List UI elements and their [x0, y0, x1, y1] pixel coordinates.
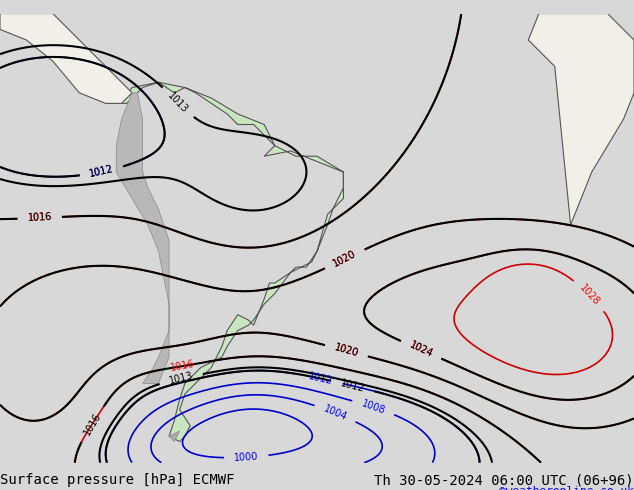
Text: 1024: 1024: [408, 340, 434, 360]
Text: 1016: 1016: [170, 359, 196, 373]
Text: 1013: 1013: [168, 371, 194, 387]
Text: 1012: 1012: [308, 371, 334, 386]
Polygon shape: [0, 14, 132, 103]
Polygon shape: [528, 14, 634, 225]
Text: ©weatheronline.co.uk: ©weatheronline.co.uk: [499, 487, 634, 490]
Text: Th 30-05-2024 06:00 UTC (06+96): Th 30-05-2024 06:00 UTC (06+96): [374, 473, 634, 487]
Text: 1020: 1020: [332, 249, 358, 269]
Text: 1016: 1016: [82, 411, 103, 437]
Text: 1028: 1028: [578, 283, 602, 308]
Text: 1016: 1016: [27, 212, 52, 223]
Text: Surface pressure [hPa] ECMWF: Surface pressure [hPa] ECMWF: [0, 473, 235, 487]
Text: 1020: 1020: [333, 343, 359, 359]
Text: 1020: 1020: [332, 249, 358, 269]
Text: 1012: 1012: [89, 164, 115, 179]
Text: 1012: 1012: [340, 378, 366, 394]
Polygon shape: [169, 431, 179, 441]
Text: 1004: 1004: [322, 404, 349, 422]
Text: 1013: 1013: [166, 90, 190, 115]
Text: 1000: 1000: [234, 451, 259, 463]
Text: 1012: 1012: [89, 164, 115, 179]
Polygon shape: [116, 93, 169, 383]
Text: 1024: 1024: [408, 340, 434, 360]
Text: 1016: 1016: [27, 212, 52, 223]
Text: 1020: 1020: [333, 343, 359, 359]
Polygon shape: [122, 82, 344, 441]
Text: 1008: 1008: [360, 398, 387, 416]
